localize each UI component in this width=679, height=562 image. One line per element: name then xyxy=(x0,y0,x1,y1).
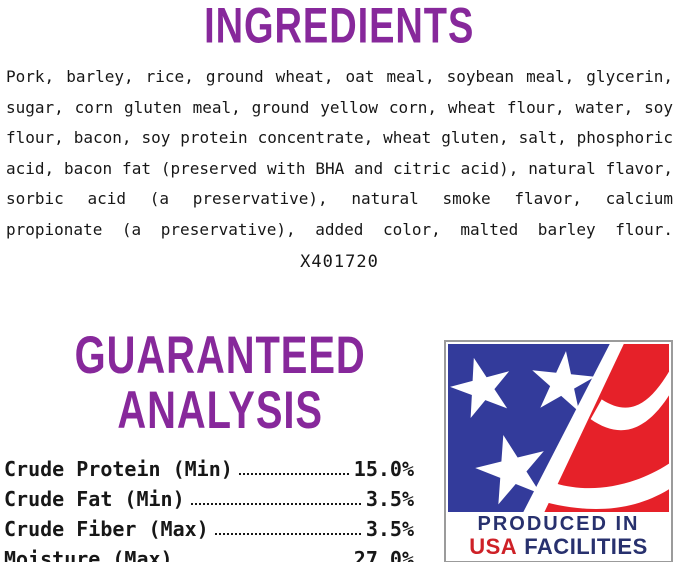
ingredients-text: Pork, barley, rice, ground wheat, oat me… xyxy=(6,67,673,239)
analysis-label: Crude Protein (Min) xyxy=(4,457,233,481)
analysis-row: Crude Protein (Min) 15.0% xyxy=(4,451,414,481)
dotted-leader xyxy=(238,473,349,475)
product-code: X401720 xyxy=(300,252,379,272)
usa-badge: PRODUCED IN USA FACILITIES xyxy=(444,340,673,562)
analysis-value: 3.5% xyxy=(365,487,414,511)
ingredients-title-text: INGREDIENTS xyxy=(204,0,475,54)
badge-usa-text: USA xyxy=(469,534,518,559)
ingredients-title: INGREDIENTS xyxy=(0,0,679,54)
analysis-row: Moisture (Max) 27.0% xyxy=(4,541,414,562)
analysis-label: Crude Fiber (Max) xyxy=(4,517,209,541)
badge-line1: PRODUCED IN xyxy=(477,513,640,535)
bottom-section: GUARANTEED ANALYSIS Crude Protein (Min) 1… xyxy=(0,327,679,562)
badge-text: PRODUCED IN USA FACILITIES xyxy=(448,514,669,559)
guaranteed-analysis-title: GUARANTEED ANALYSIS xyxy=(0,327,440,437)
ga-title-line2: ANALYSIS xyxy=(117,380,323,440)
guaranteed-analysis-section: GUARANTEED ANALYSIS Crude Protein (Min) 1… xyxy=(0,327,440,562)
ga-title-line1: GUARANTEED xyxy=(74,325,366,385)
analysis-label: Crude Fat (Min) xyxy=(4,487,185,511)
badge-facilities-text: FACILITIES xyxy=(524,534,648,559)
analysis-row: Crude Fiber (Max) 3.5% xyxy=(4,511,414,541)
analysis-row: Crude Fat (Min) 3.5% xyxy=(4,481,414,511)
usa-flag-graphic xyxy=(448,344,669,512)
dotted-leader xyxy=(214,533,361,535)
analysis-value: 27.0% xyxy=(353,547,414,562)
guaranteed-analysis-title-text: GUARANTEED ANALYSIS xyxy=(74,325,366,440)
analysis-value: 3.5% xyxy=(365,517,414,541)
analysis-label: Moisture (Max) xyxy=(4,547,173,562)
analysis-value: 15.0% xyxy=(353,457,414,481)
dotted-leader xyxy=(190,503,361,505)
badge-line2: USA FACILITIES xyxy=(448,535,669,559)
guaranteed-analysis-table: Crude Protein (Min) 15.0% Crude Fat (Min… xyxy=(0,451,414,562)
